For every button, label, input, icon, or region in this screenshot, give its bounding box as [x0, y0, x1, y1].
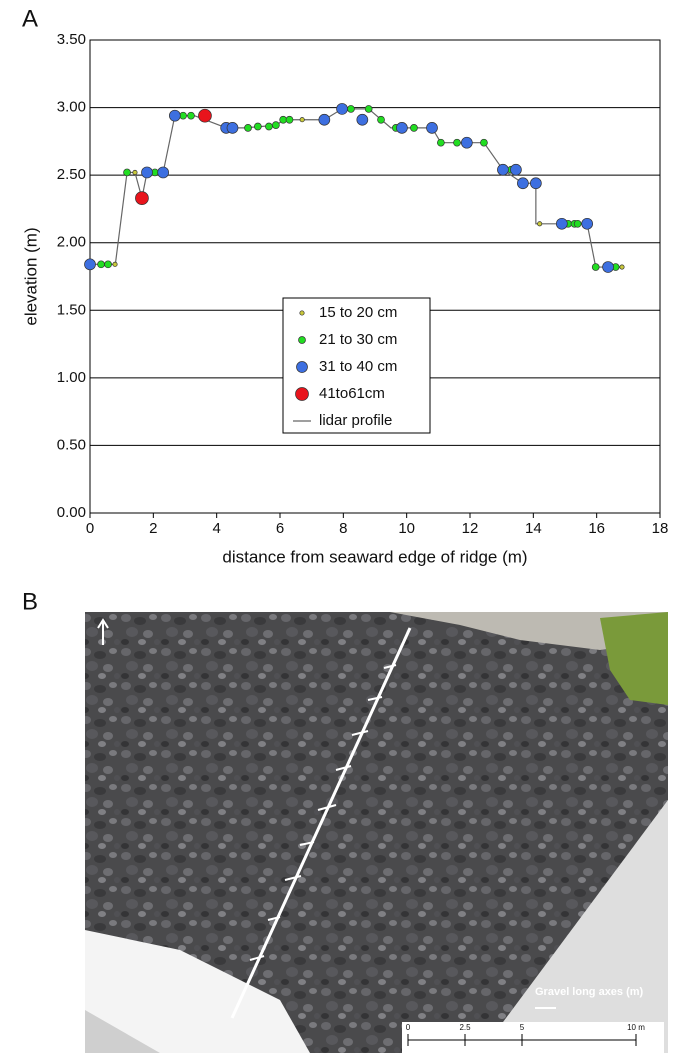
point: [356, 113, 369, 126]
x-tick-label: 14: [525, 520, 542, 537]
lidar-line: [90, 108, 622, 268]
legend-title: Gravel long axes (m): [535, 986, 644, 998]
point: [285, 115, 294, 124]
point: [132, 169, 138, 175]
point: [410, 123, 418, 132]
point: [157, 166, 169, 179]
y-tick-label: 2.50: [57, 166, 86, 183]
transect-line: [230, 627, 412, 1019]
point: [279, 115, 288, 124]
point: [347, 105, 355, 113]
point: [453, 138, 461, 147]
x-tick-label: 16: [588, 520, 605, 537]
x-tick-label: 10: [398, 520, 415, 537]
point: [123, 168, 131, 177]
gravel-axes: [249, 664, 397, 961]
x-tick-label: 2: [149, 520, 157, 537]
point: [581, 217, 594, 230]
point: [112, 261, 118, 267]
y-tick-label: 1.50: [57, 301, 86, 318]
scale-label: 0: [406, 1023, 411, 1032]
photo: Gravel long axes (m) 0 2.5 5 10 m: [85, 612, 668, 1053]
point: [517, 177, 529, 190]
point: [364, 105, 373, 113]
y-tick-label: 0.50: [57, 436, 86, 453]
point: [619, 264, 625, 270]
point: [318, 113, 331, 126]
x-tick-label: 0: [86, 520, 94, 537]
panel-label: B: [22, 588, 38, 615]
scale-box: [402, 1022, 664, 1053]
legend-swatch: [299, 310, 305, 316]
point: [497, 163, 509, 176]
point: [480, 138, 488, 147]
point: [460, 136, 473, 149]
point: [244, 123, 252, 132]
point: [226, 121, 239, 134]
y-tick-label: 3.50: [57, 31, 86, 48]
x-tick-label: 6: [276, 520, 284, 537]
point: [253, 122, 262, 131]
point: [377, 115, 385, 124]
scale-label: 10 m: [627, 1023, 645, 1032]
point: [97, 260, 105, 269]
scale-label: 2.5: [459, 1023, 471, 1032]
legend-swatch: [296, 361, 308, 373]
panel-label: A: [22, 5, 38, 32]
x-tick-label: 4: [212, 520, 220, 537]
legend-swatch: [298, 336, 306, 344]
legend-label: 31 to 40 cm: [319, 358, 397, 375]
point: [573, 219, 582, 228]
y-tick-label: 0.00: [57, 504, 86, 521]
scale-label: 5: [520, 1023, 525, 1032]
point: [187, 111, 195, 120]
no-data-area: [85, 930, 310, 1053]
y-tick-label: 2.00: [57, 234, 86, 251]
point: [530, 177, 542, 190]
point: [396, 121, 408, 134]
x-tick-label: 18: [652, 520, 669, 537]
legend-label: 15 to 20 cm: [319, 304, 397, 321]
point: [299, 117, 305, 123]
plot: 0.00 0.50 1.00 1.50 2.00 2.50 3.00 3.50 0 2 4 6 8 10 1…: [21, 31, 668, 567]
point: [591, 263, 600, 271]
point: [510, 163, 522, 176]
legend-swatch: [295, 387, 309, 401]
point: [135, 191, 149, 205]
point: [265, 122, 273, 131]
point: [336, 103, 348, 115]
point: [84, 258, 96, 271]
plot-frame: [89, 39, 661, 514]
point: [555, 217, 568, 230]
north-arrow: [97, 618, 109, 645]
point: [537, 221, 543, 227]
x-tick-label: 8: [339, 520, 347, 537]
legend-label: lidar profile: [319, 412, 392, 429]
point: [602, 261, 614, 273]
vegetation: [390, 612, 668, 650]
no-data-area: [85, 1010, 160, 1053]
y-tick-label: 1.00: [57, 369, 86, 386]
point: [141, 166, 153, 179]
point: [169, 109, 181, 122]
legend-label: 21 to 30 cm: [319, 331, 397, 348]
point: [272, 121, 280, 129]
legend-label: 41to61cm: [319, 385, 385, 402]
no-data-area: [480, 800, 668, 1053]
point: [198, 108, 212, 123]
x-axis-label: distance from seaward edge of ridge (m): [222, 547, 527, 566]
scale-bar: 0 2.5 5 10 m: [406, 1023, 645, 1046]
y-tick-label: 3.00: [57, 99, 86, 116]
x-tick-label: 12: [462, 520, 479, 537]
point: [437, 138, 445, 147]
y-axis-label: elevation (m): [21, 227, 40, 325]
grass: [600, 612, 668, 705]
point: [426, 121, 438, 134]
point: [104, 260, 112, 269]
